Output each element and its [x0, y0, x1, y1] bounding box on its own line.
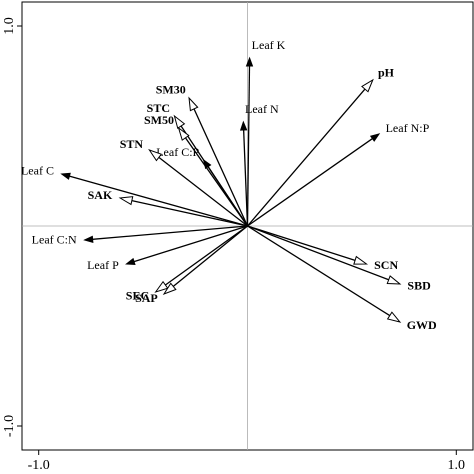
vector-label: SAK [88, 188, 113, 202]
vector-label: Leaf C:N [32, 232, 77, 246]
arrowhead [154, 280, 169, 293]
vector-label: pH [378, 66, 395, 80]
vector-label: SCN [374, 258, 398, 272]
vector [184, 137, 249, 227]
vector-label: Leaf N:P [386, 121, 430, 135]
arrowhead [245, 56, 254, 67]
vector-label: SAP [135, 291, 158, 305]
vector-label: SEC [126, 288, 149, 302]
arrowhead [188, 96, 199, 112]
y-tick-label: -1.0 [2, 415, 17, 437]
vector [247, 225, 391, 317]
y-tick-label: 1.0 [2, 17, 17, 35]
vector-label: SM30 [156, 82, 186, 96]
vector-label: Leaf C:P [156, 145, 199, 159]
arrowhead [125, 257, 136, 266]
vector [193, 108, 249, 227]
vector [246, 65, 251, 227]
arrowhead [353, 255, 369, 265]
arrowhead [177, 126, 190, 141]
vector-label: SBD [407, 279, 431, 293]
vector [247, 225, 356, 261]
vector [247, 88, 366, 227]
vector [242, 129, 249, 227]
x-tick-label: -1.0 [28, 458, 50, 473]
arrowhead [118, 196, 134, 206]
vector-label: STN [120, 137, 144, 151]
vector [164, 225, 248, 286]
x-tick-label: 1.0 [448, 458, 466, 473]
vector [131, 199, 248, 227]
arrowhead [369, 133, 381, 142]
vector [172, 225, 248, 287]
vector-label: Leaf K [252, 38, 286, 52]
arrowhead [83, 235, 94, 243]
vector-label: SM50 [144, 113, 174, 127]
arrowhead [162, 282, 177, 295]
arrowhead [239, 120, 248, 131]
vector [69, 175, 248, 227]
vector-label: Leaf P [87, 258, 119, 272]
arrowhead [386, 311, 402, 323]
vector-label: GWD [407, 318, 437, 332]
vector [92, 225, 248, 240]
arrowhead [173, 114, 186, 130]
arrowhead [361, 78, 374, 93]
vector [158, 156, 248, 227]
vector-label: Leaf C [21, 164, 54, 178]
vector [247, 225, 389, 281]
vector-label: Leaf N [245, 102, 279, 116]
arrowhead [148, 149, 163, 162]
vector [133, 225, 248, 263]
arrowhead [60, 172, 71, 180]
arrowhead [386, 275, 402, 285]
vector [247, 138, 373, 227]
vector-label: STC [147, 101, 170, 115]
